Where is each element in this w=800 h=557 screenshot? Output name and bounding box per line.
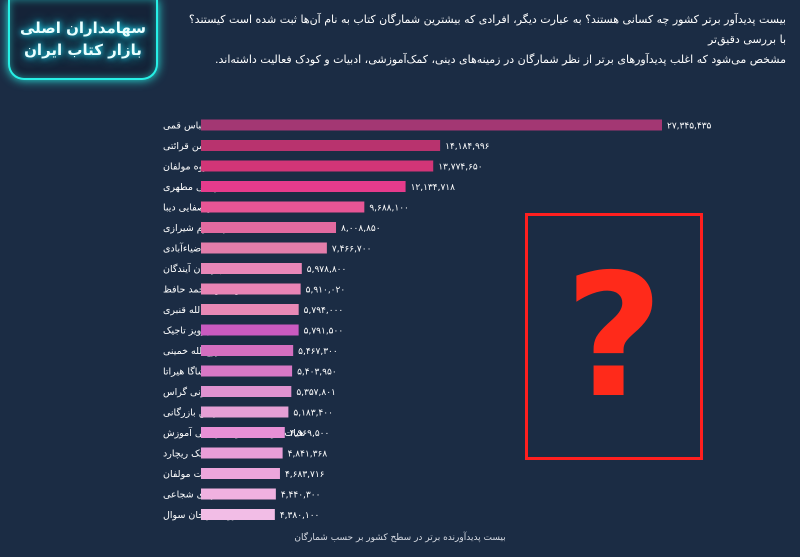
bar	[201, 283, 301, 295]
value-label: ۴,۶۸۳,۷۱۶	[285, 470, 325, 480]
bar	[201, 345, 294, 356]
value-label: ۴,۳۸۰,۱۰۰	[280, 511, 320, 521]
category-label: عباس قمی	[163, 121, 207, 132]
mystery-box: ?	[525, 213, 703, 460]
bar	[201, 509, 275, 520]
value-label: ۵,۴۶۷,۳۰۰	[298, 347, 338, 357]
value-label: ۵,۷۹۱,۵۰۰	[304, 327, 344, 337]
value-label: ۹,۶۸۸,۱۰۰	[369, 204, 409, 214]
bar	[201, 222, 337, 233]
badge-line-2: بازار کتاب ایران	[24, 41, 142, 59]
bar	[201, 324, 299, 336]
bar	[201, 488, 276, 500]
value-label: ۵,۴۰۳,۹۵۰	[297, 368, 337, 378]
intro-line-2: مشخص می‌شود که اغلب پدیدآورهای برتر از ن…	[215, 53, 786, 66]
category-label: پرویز تاجیک	[163, 326, 210, 337]
bar	[201, 406, 289, 418]
bar	[201, 304, 299, 315]
bar	[201, 242, 327, 254]
value-label: ۴,۹۶۹,۵۰۰	[290, 429, 330, 439]
bar	[201, 468, 280, 479]
value-label: ۲۷,۳۴۵,۴۳۵	[667, 122, 712, 132]
intro-line-1: بیست پدیدآور برتر کشور چه کسانی هستند؟ ب…	[188, 13, 786, 46]
value-label: ۴,۴۴۰,۳۰۰	[281, 491, 321, 501]
bar	[201, 119, 662, 131]
bar	[201, 263, 302, 274]
value-label: ۵,۹۷۸,۸۰۰	[307, 265, 347, 275]
bar	[201, 365, 293, 377]
intro-text: بیست پدیدآور برتر کشور چه کسانی هستند؟ ب…	[186, 10, 786, 70]
value-label: ۱۴,۱۸۴,۹۹۶	[445, 142, 490, 152]
bar	[201, 160, 434, 172]
bar	[201, 140, 441, 151]
category-label: مرتضی مطهری	[163, 182, 225, 193]
question-mark: ?	[564, 237, 664, 436]
value-label: ۵,۳۵۷,۸۰۱	[296, 388, 336, 398]
value-label: ۸,۰۰۸,۸۵۰	[341, 224, 381, 234]
bar	[201, 201, 365, 213]
value-label: ۵,۷۹۴,۰۰۰	[304, 306, 344, 316]
category-label: روح‌الله خمینی	[163, 346, 221, 357]
category-label: جک ریچارد	[163, 449, 206, 460]
value-label: ۵,۱۸۳,۴۰۰	[293, 409, 333, 419]
bar	[201, 447, 283, 459]
bar	[201, 181, 406, 192]
chart-caption: بیست پدیدآورنده برتر در سطح کشور بر حسب …	[294, 533, 506, 543]
category-label: گروه مولفان	[163, 161, 213, 173]
category-label: سید مهدی شجاعی	[163, 490, 237, 501]
title-badge: سهامداران اصلی بازار کتاب ایران	[8, 0, 158, 80]
value-label: ۱۲,۱۳۴,۷۱۸	[411, 183, 456, 193]
badge-line-1: سهامداران اصلی	[19, 19, 147, 37]
category-label: تونی گراس	[163, 386, 208, 398]
category-label: شاگا هیراتا	[163, 366, 206, 378]
value-label: ۵,۹۱۰,۰۲۰	[306, 286, 346, 296]
bar	[201, 427, 285, 438]
value-label: ۷,۴۶۶,۷۰۰	[332, 245, 372, 255]
category-label: هیات مولفان	[163, 469, 213, 480]
value-label: ۴,۸۴۱,۳۶۸	[288, 450, 328, 460]
category-label: محسن قرائتی	[163, 141, 219, 152]
category-label: عبدالله قنبری	[163, 305, 216, 316]
value-label: ۱۳,۷۷۴,۶۵۰	[438, 163, 482, 173]
bar	[201, 386, 292, 397]
